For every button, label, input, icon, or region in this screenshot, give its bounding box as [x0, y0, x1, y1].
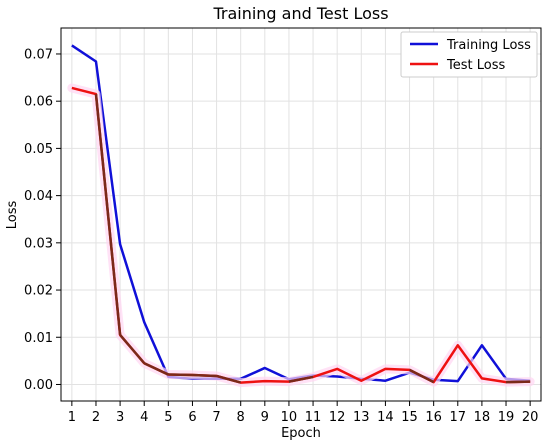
axis-ticks: 1 2 3 4 5 6 7 8 9 10 11 12 13 14 15 16 17 18 19 200.000.010…	[24, 47, 538, 425]
grid	[61, 28, 541, 401]
x-tick-label: 16	[425, 410, 442, 425]
x-tick-label: 8	[237, 410, 245, 425]
y-tick-label: 0.07	[24, 47, 53, 62]
overlap-segment	[288, 375, 314, 383]
x-tick-label: 11	[305, 410, 322, 425]
x-tick-label: 17	[450, 410, 467, 425]
x-tick-label: 4	[140, 410, 148, 425]
overlap-segment	[143, 362, 169, 376]
overlap-segment	[119, 334, 146, 365]
y-axis-label: Loss	[5, 201, 20, 230]
legend: Training Loss Test Loss	[400, 31, 538, 78]
training-loss-line	[71, 44, 531, 383]
x-tick-label: 9	[261, 410, 269, 425]
y-tick-label: 0.06	[24, 95, 53, 110]
x-tick-label: 3	[116, 410, 124, 425]
test-loss-line	[71, 86, 531, 384]
y-tick-label: 0.01	[24, 331, 53, 346]
legend-label-test: Test Loss	[446, 58, 505, 73]
overlap-segment	[192, 373, 217, 378]
x-tick-label: 12	[329, 410, 346, 425]
x-tick-label: 10	[281, 410, 298, 425]
plot-frame	[60, 27, 542, 402]
y-tick-label: 0.04	[24, 189, 53, 204]
x-axis-label: Epoch	[281, 426, 321, 441]
y-tick-label: 0.03	[24, 236, 53, 251]
x-tick-label: 18	[474, 410, 491, 425]
overlap-segment	[94, 93, 122, 336]
test-loss-halo	[67, 83, 535, 388]
chart-title: Training and Test Loss	[212, 4, 388, 23]
x-tick-label: 13	[353, 410, 370, 425]
y-tick-label: 0.00	[24, 378, 53, 393]
series-lines	[67, 44, 535, 388]
overlap-segment	[216, 374, 242, 384]
x-tick-label: 5	[164, 410, 172, 425]
y-tick-label: 0.02	[24, 284, 53, 299]
x-tick-label: 1	[68, 410, 76, 425]
x-tick-label: 14	[377, 410, 394, 425]
x-tick-label: 7	[212, 410, 220, 425]
overlap-segment	[408, 368, 435, 384]
x-tick-label: 2	[92, 410, 100, 425]
legend-label-training: Training Loss	[446, 38, 531, 53]
x-tick-label: 6	[188, 410, 196, 425]
y-tick-label: 0.05	[24, 142, 53, 157]
x-tick-label: 20	[522, 410, 539, 425]
x-tick-label: 15	[401, 410, 418, 425]
x-tick-label: 19	[498, 410, 515, 425]
